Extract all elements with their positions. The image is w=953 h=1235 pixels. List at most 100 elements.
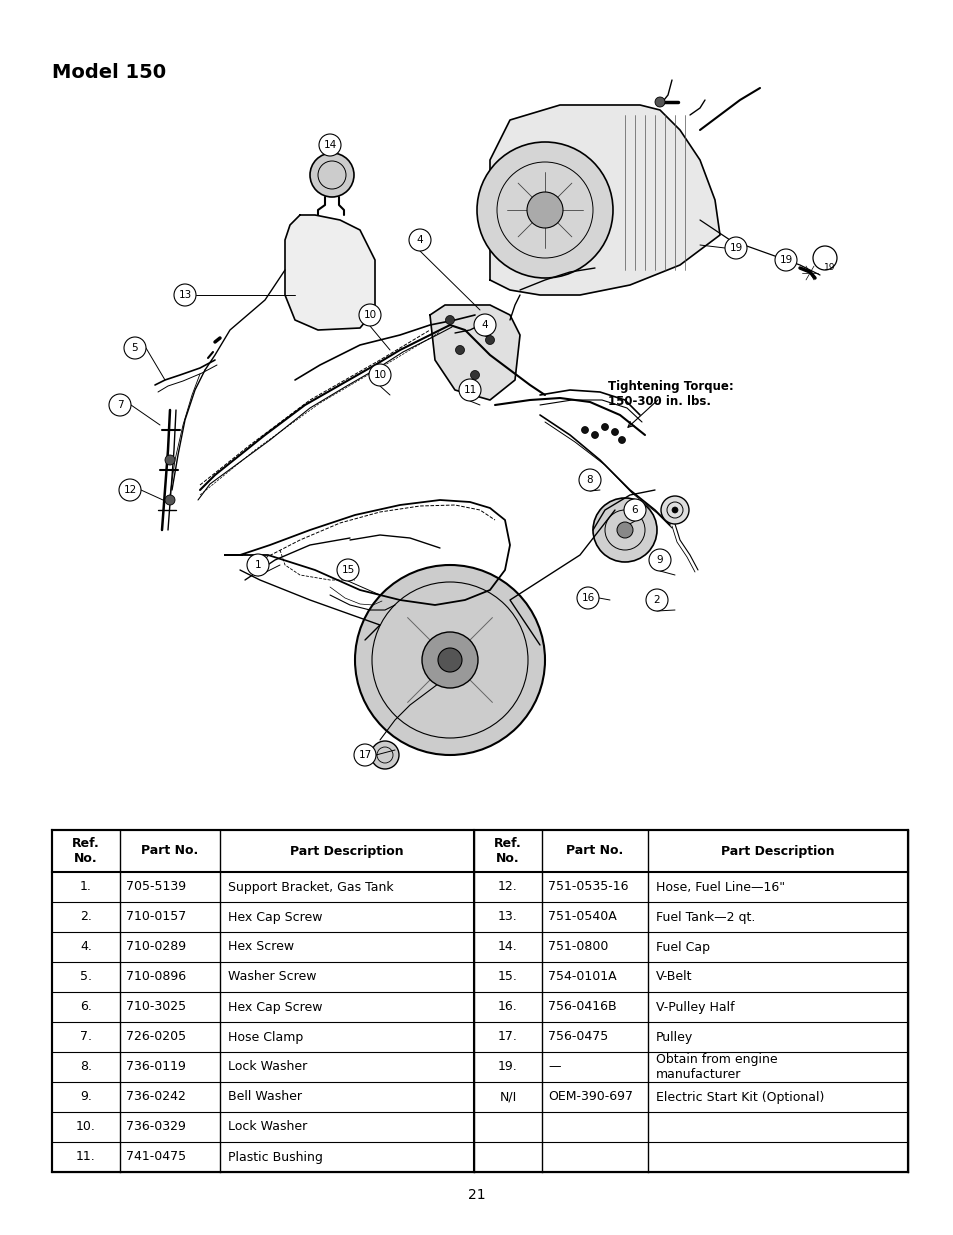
Text: 16.: 16. (497, 1000, 517, 1014)
Text: 14.: 14. (497, 941, 517, 953)
Circle shape (310, 153, 354, 198)
Circle shape (165, 495, 174, 505)
Text: 1.: 1. (80, 881, 91, 893)
Circle shape (593, 498, 657, 562)
Text: 751-0800: 751-0800 (547, 941, 608, 953)
Text: Ref.
No.: Ref. No. (494, 837, 521, 864)
Text: 15.: 15. (497, 971, 517, 983)
Circle shape (455, 346, 464, 354)
Text: 1: 1 (254, 559, 261, 571)
Text: 726-0205: 726-0205 (126, 1030, 186, 1044)
Text: 21: 21 (468, 1188, 485, 1202)
Text: 8: 8 (586, 475, 593, 485)
Circle shape (611, 429, 618, 436)
Text: 14: 14 (323, 140, 336, 149)
Text: Support Bracket, Gas Tank: Support Bracket, Gas Tank (228, 881, 394, 893)
Text: 6: 6 (631, 505, 638, 515)
Circle shape (445, 315, 454, 325)
Text: Part No.: Part No. (566, 845, 623, 857)
Circle shape (173, 284, 195, 306)
Text: 710-0896: 710-0896 (126, 971, 186, 983)
Circle shape (474, 314, 496, 336)
Circle shape (421, 632, 477, 688)
Text: 19.: 19. (497, 1061, 517, 1073)
Text: Part No.: Part No. (141, 845, 198, 857)
Circle shape (318, 135, 340, 156)
Circle shape (354, 743, 375, 766)
Text: Washer Screw: Washer Screw (228, 971, 316, 983)
Circle shape (371, 741, 398, 769)
Text: 9: 9 (656, 555, 662, 564)
Text: 19: 19 (729, 243, 741, 253)
Text: Tightening Torque:
150-300 in. lbs.: Tightening Torque: 150-300 in. lbs. (607, 380, 733, 408)
Circle shape (655, 98, 664, 107)
Text: 736-0119: 736-0119 (126, 1061, 186, 1073)
Text: 19: 19 (779, 254, 792, 266)
Circle shape (437, 648, 461, 672)
Text: 7: 7 (116, 400, 123, 410)
Text: Electric Start Kit (Optional): Electric Start Kit (Optional) (656, 1091, 823, 1104)
Text: 736-0242: 736-0242 (126, 1091, 186, 1104)
Text: 17: 17 (358, 750, 372, 760)
Circle shape (724, 237, 746, 259)
Text: 4: 4 (481, 320, 488, 330)
Text: 751-0535-16: 751-0535-16 (547, 881, 628, 893)
Text: 754-0101A: 754-0101A (547, 971, 616, 983)
Polygon shape (430, 305, 519, 400)
Text: 8.: 8. (80, 1061, 91, 1073)
Circle shape (581, 426, 588, 433)
Text: 12: 12 (123, 485, 136, 495)
Text: 10.: 10. (76, 1120, 96, 1134)
Text: 705-5139: 705-5139 (126, 881, 186, 893)
Circle shape (774, 249, 796, 270)
Text: 736-0329: 736-0329 (126, 1120, 186, 1134)
Circle shape (812, 246, 836, 270)
Text: V-Pulley Half: V-Pulley Half (656, 1000, 734, 1014)
Text: Bell Washer: Bell Washer (228, 1091, 302, 1104)
Polygon shape (490, 105, 720, 295)
Circle shape (601, 424, 608, 431)
Text: 11: 11 (463, 385, 476, 395)
Text: manufacturer: manufacturer (656, 1067, 740, 1081)
Text: 710-3025: 710-3025 (126, 1000, 186, 1014)
Text: 6.: 6. (80, 1000, 91, 1014)
Text: 756-0475: 756-0475 (547, 1030, 608, 1044)
Circle shape (645, 589, 667, 611)
Circle shape (470, 370, 479, 379)
Circle shape (247, 555, 269, 576)
Text: 741-0475: 741-0475 (126, 1151, 186, 1163)
Text: Lock Washer: Lock Washer (228, 1061, 307, 1073)
Text: 710-0157: 710-0157 (126, 910, 186, 924)
Text: 5.: 5. (80, 971, 91, 983)
Text: Lock Washer: Lock Washer (228, 1120, 307, 1134)
Text: 756-0416B: 756-0416B (547, 1000, 616, 1014)
Text: V-Belt: V-Belt (656, 971, 692, 983)
Text: —: — (547, 1061, 560, 1073)
Text: Fuel Tank—2 qt.: Fuel Tank—2 qt. (656, 910, 755, 924)
Text: 10: 10 (363, 310, 376, 320)
Bar (52, 830, 907, 1172)
Text: 10: 10 (373, 370, 386, 380)
Text: Model 150: Model 150 (52, 63, 166, 82)
Text: 751-0540A: 751-0540A (547, 910, 616, 924)
Text: Hex Screw: Hex Screw (228, 941, 294, 953)
Text: 9.: 9. (80, 1091, 91, 1104)
Circle shape (409, 228, 431, 251)
Text: 13.: 13. (497, 910, 517, 924)
Circle shape (355, 564, 544, 755)
Text: Part Description: Part Description (290, 845, 403, 857)
Text: Hex Cap Screw: Hex Cap Screw (228, 910, 322, 924)
Circle shape (591, 431, 598, 438)
Text: 7.: 7. (80, 1030, 91, 1044)
Circle shape (623, 499, 645, 521)
Circle shape (476, 142, 613, 278)
Circle shape (458, 379, 480, 401)
Circle shape (526, 191, 562, 228)
Circle shape (671, 508, 678, 513)
Text: 16: 16 (580, 593, 594, 603)
Text: N/I: N/I (498, 1091, 517, 1104)
Text: 4.: 4. (80, 941, 91, 953)
Text: Ref.
No.: Ref. No. (72, 837, 100, 864)
Text: 11.: 11. (76, 1151, 95, 1163)
Text: 5: 5 (132, 343, 138, 353)
